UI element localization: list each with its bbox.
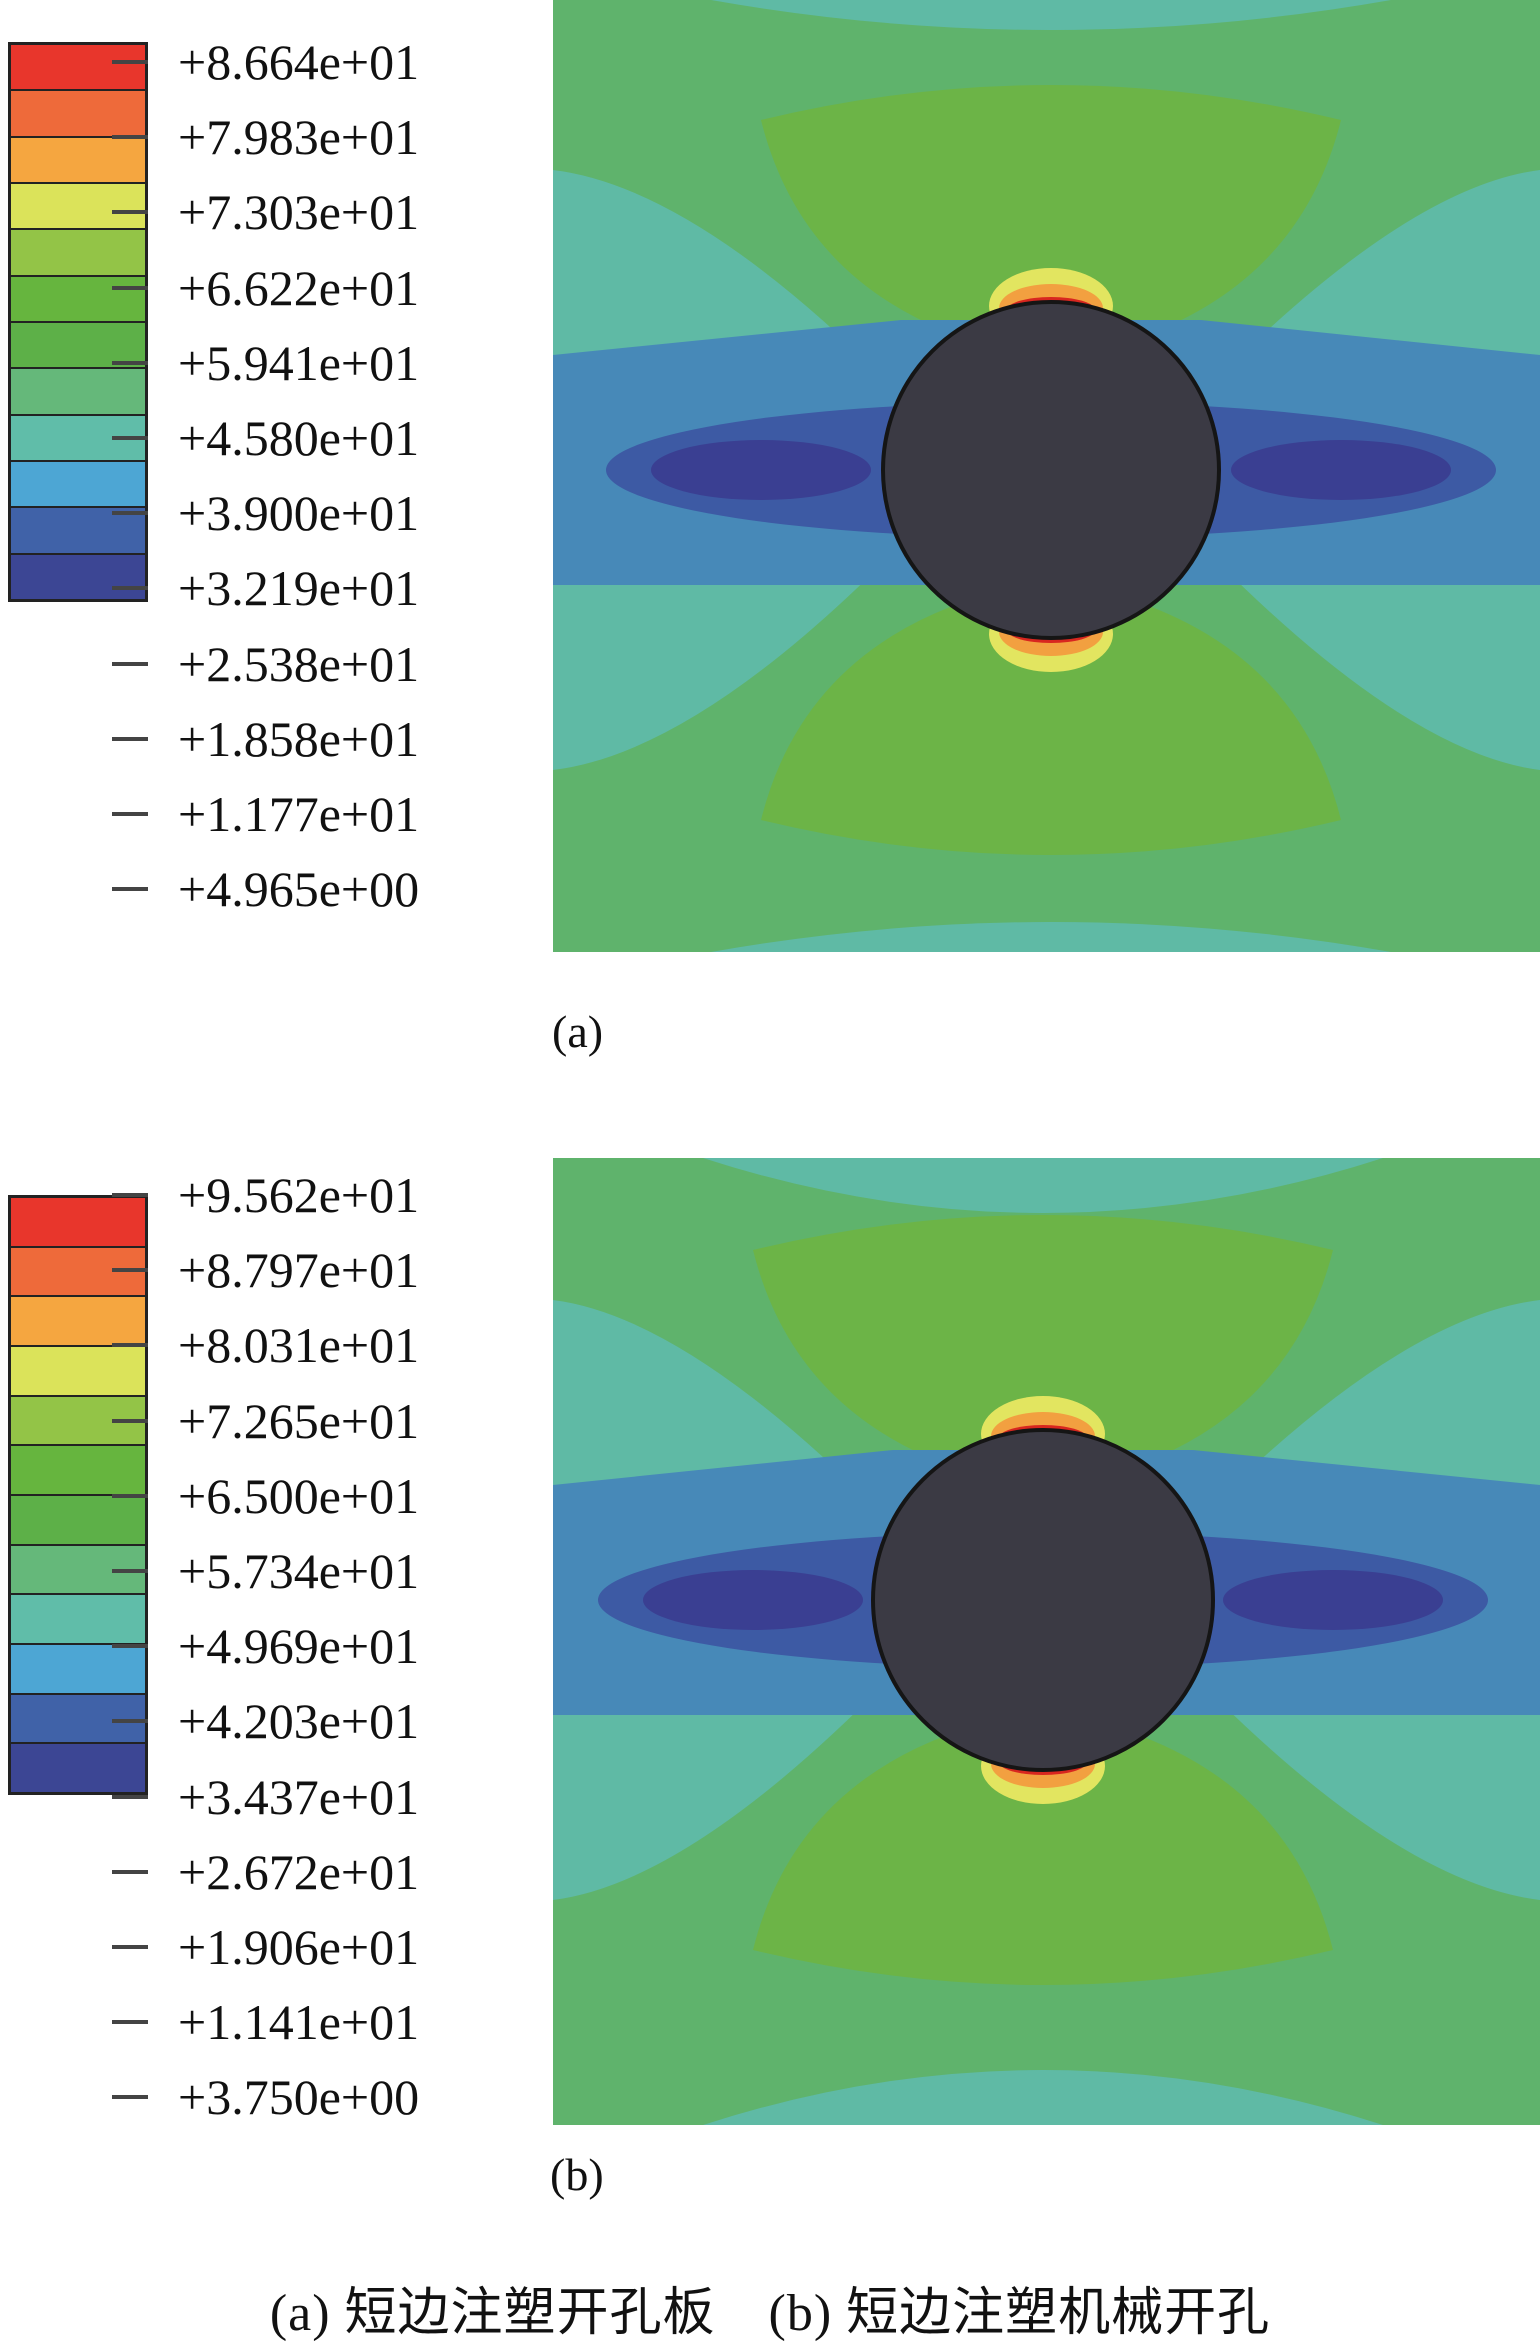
panel-b: +9.562e+01 +8.797e+01 +8.031e+01 +7.265e+01… xyxy=(0,1140,1540,2200)
legend-swatch xyxy=(11,1645,145,1695)
legend-tick xyxy=(112,436,148,440)
panel-b-label: (b) xyxy=(550,2149,604,2200)
legend-swatch xyxy=(11,1744,145,1793)
hole xyxy=(881,300,1221,640)
legend-tick xyxy=(112,887,148,892)
green-lobe-top xyxy=(753,1215,1333,1490)
legend-value-label: +2.538e+01 xyxy=(178,635,420,692)
legend-value-label: +6.500e+01 xyxy=(178,1467,420,1524)
teal-region-bottom xyxy=(703,2070,1383,2125)
legend-swatch xyxy=(11,508,145,555)
dark-blue-lobe-left xyxy=(651,440,871,500)
legend-tick xyxy=(112,1569,148,1573)
legend-tick xyxy=(112,1794,148,1799)
legend-value-label: +2.672e+01 xyxy=(178,1843,420,1900)
legend-value-label: +4.965e+00 xyxy=(178,861,420,918)
legend-swatch xyxy=(11,137,145,184)
legend-tick xyxy=(112,2095,148,2100)
legend-swatch xyxy=(11,322,145,370)
legend-value-label: +3.437e+01 xyxy=(178,1768,420,1825)
legend-value-label: +8.797e+01 xyxy=(178,1242,420,1299)
legend-swatch xyxy=(11,1297,145,1348)
legend-value-label: +4.203e+01 xyxy=(178,1693,420,1750)
legend-swatch xyxy=(11,1595,145,1646)
legend-swatch xyxy=(11,1496,145,1546)
legend-swatch xyxy=(11,183,145,231)
legend-tick xyxy=(112,1945,148,1949)
stress-contour-plot-a xyxy=(553,0,1540,952)
legend-swatch xyxy=(11,91,145,138)
stress-contour-plot-b xyxy=(553,1158,1540,2125)
legend-value-label: +1.858e+01 xyxy=(178,710,420,767)
dark-blue-lobe-right xyxy=(1223,1570,1443,1630)
legend-value-label: +1.141e+01 xyxy=(178,1994,420,2051)
teal-region-bottom xyxy=(711,922,1391,952)
legend-swatch xyxy=(11,230,145,277)
legend-value-label: +6.622e+01 xyxy=(178,259,420,316)
hole xyxy=(871,1428,1215,1772)
legend-tick xyxy=(112,135,148,140)
legend-value-label: +3.900e+01 xyxy=(178,485,420,542)
legend-swatch xyxy=(11,1247,145,1298)
legend-tick xyxy=(112,60,148,64)
legend-value-label: +4.580e+01 xyxy=(178,410,420,466)
legend-tick xyxy=(112,210,148,215)
panel-a: +8.664e+01 +7.983e+01 +7.303e+01 +6.622e+01… xyxy=(0,0,1540,1057)
color-legend-bar-a xyxy=(8,42,148,602)
legend-tick xyxy=(112,1493,148,1498)
legend-tick xyxy=(112,511,148,516)
legend-value-label: +5.941e+01 xyxy=(178,334,420,391)
legend-tick xyxy=(112,1193,148,1197)
green-lobe-bottom xyxy=(753,1710,1333,1985)
legend-value-label: +8.664e+01 xyxy=(178,34,420,90)
legend-value-label: +7.303e+01 xyxy=(178,184,420,241)
legend-value-label: +8.031e+01 xyxy=(178,1317,420,1374)
legend-swatch xyxy=(11,369,145,416)
legend-tick xyxy=(112,1719,148,1724)
legend-tick xyxy=(112,2020,148,2025)
legend-value-label: +9.562e+01 xyxy=(178,1167,420,1223)
legend-value-label: +4.969e+01 xyxy=(178,1618,420,1675)
legend-swatch xyxy=(11,45,145,92)
legend-tick xyxy=(112,812,148,816)
teal-region-top xyxy=(703,1158,1383,1213)
legend-tick xyxy=(112,661,148,666)
legend-value-label: +1.906e+01 xyxy=(178,1919,420,1975)
legend-swatch xyxy=(11,1446,145,1497)
legend-tick xyxy=(112,1418,148,1423)
figure-caption: (a) 短边注塑开孔板 (b) 短边注塑机械开孔 xyxy=(269,2285,1271,2342)
legend-tick xyxy=(112,586,148,591)
legend-tick xyxy=(112,736,148,741)
legend-swatch xyxy=(11,461,145,509)
legend-tick xyxy=(112,1869,148,1874)
legend-value-label: +7.265e+01 xyxy=(178,1392,420,1449)
legend-tick xyxy=(112,285,148,290)
legend-swatch xyxy=(11,1198,145,1248)
panel-a-label: (a) xyxy=(552,1006,604,1057)
green-lobe-bottom xyxy=(761,580,1341,855)
legend-value-label: +3.219e+01 xyxy=(178,560,420,617)
legend-value-label: +7.983e+01 xyxy=(178,109,420,166)
dark-blue-lobe-left xyxy=(643,1570,863,1630)
dark-blue-lobe-right xyxy=(1231,440,1451,500)
legend-value-label: +3.750e+00 xyxy=(178,2069,420,2126)
legend-swatch xyxy=(11,554,145,599)
legend-tick xyxy=(112,360,148,365)
green-lobe-top xyxy=(761,85,1341,360)
teal-region-top xyxy=(711,0,1391,30)
legend-tick xyxy=(112,1343,148,1348)
legend-tick xyxy=(112,1644,148,1649)
legend-swatch xyxy=(11,1347,145,1397)
legend-value-label: +5.734e+01 xyxy=(178,1543,420,1599)
legend-tick xyxy=(112,1268,148,1273)
legend-value-label: +1.177e+01 xyxy=(178,786,420,842)
legend-swatch xyxy=(11,276,145,323)
